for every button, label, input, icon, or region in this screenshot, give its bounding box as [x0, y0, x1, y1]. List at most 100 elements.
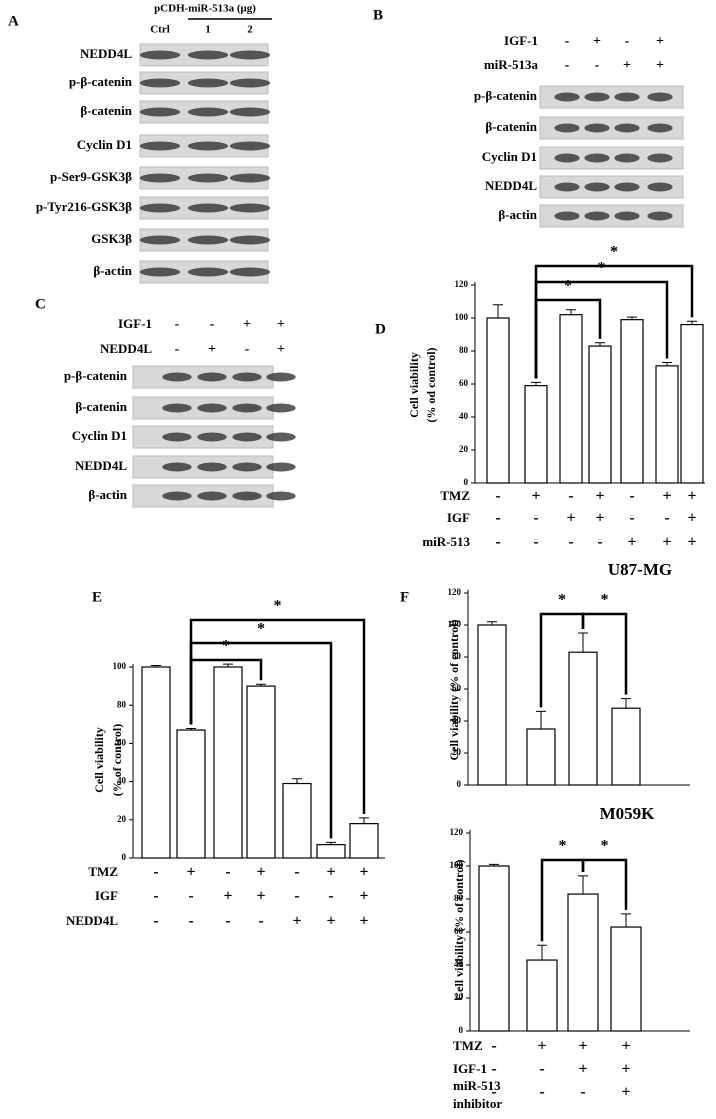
blot-band: [614, 92, 640, 102]
blot-band: [187, 107, 229, 117]
blot-band: [647, 182, 673, 192]
bar: [477, 624, 507, 786]
blot-label: Cyclin D1: [482, 149, 537, 164]
blot-label: NEDD4L: [75, 458, 127, 473]
significance-star: *: [559, 838, 567, 855]
blot-band: [162, 491, 192, 501]
y-tick-label: 100: [455, 312, 469, 322]
error-bar: [566, 309, 576, 315]
condition-label: IGF: [447, 510, 470, 525]
error-bar: [151, 664, 161, 667]
blot-band: [232, 432, 262, 442]
condition-sign: -: [225, 913, 230, 930]
blot-band: [266, 491, 296, 501]
y-tick-label: 60: [117, 737, 127, 747]
blot-band: [584, 211, 610, 221]
significance-star: *: [274, 598, 282, 615]
blot-band: [232, 372, 262, 382]
condition-sign: +: [662, 488, 671, 505]
error-bar: [256, 683, 266, 687]
condition-sign: +: [627, 534, 636, 551]
y-axis-label: Cell viability (% of control): [447, 619, 461, 760]
bar: [680, 324, 704, 484]
condition-sign: -: [629, 510, 634, 527]
condition-sign: -: [294, 888, 299, 905]
significance-star: *: [257, 621, 265, 638]
y-tick-label: 60: [452, 683, 462, 693]
condition-sign: +: [656, 34, 664, 49]
bar: [316, 844, 346, 859]
bar: [610, 926, 642, 1032]
panel-letter: A: [8, 13, 19, 29]
blot-label: Cyclin D1: [72, 428, 127, 443]
blot-band: [139, 235, 181, 245]
condition-sign: +: [662, 534, 671, 551]
blot-strip: [539, 175, 684, 199]
bar: [213, 666, 243, 859]
y-tick-label: 40: [117, 776, 127, 786]
error-bar: [493, 304, 503, 318]
blot-band: [584, 92, 610, 102]
blot-band: [554, 153, 580, 163]
error-bar: [578, 875, 588, 895]
condition-sign: -: [565, 58, 570, 73]
blot-band: [554, 182, 580, 192]
significance-bracket: [581, 612, 628, 695]
blot-band: [266, 462, 296, 472]
condition-sign: -: [153, 888, 158, 905]
y-tick-label: 100: [450, 860, 464, 870]
condition-sign: +: [621, 1084, 630, 1101]
y-axis-label: (% od control): [424, 347, 438, 422]
y-axis-label: Cell viability: [407, 352, 421, 418]
condition-sign: +: [186, 864, 195, 881]
condition-sign: -: [495, 488, 500, 505]
y-tick-label: 100: [113, 661, 127, 671]
condition-sign: +: [578, 1038, 587, 1055]
panel-letter: B: [373, 7, 383, 23]
condition-sign: +: [359, 888, 368, 905]
error-bar: [186, 728, 196, 731]
bar: [567, 893, 599, 1032]
condition-sign: +: [256, 888, 265, 905]
y-tick-label: 20: [117, 814, 127, 824]
blot-band: [554, 92, 580, 102]
blot-band: [614, 153, 640, 163]
error-bar: [627, 316, 637, 320]
blot-band: [139, 50, 181, 60]
blot-band: [614, 211, 640, 221]
condition-sign: +: [277, 317, 285, 332]
bar: [655, 365, 679, 484]
y-tick-label: 80: [454, 893, 464, 903]
y-tick-label: 120: [450, 827, 464, 837]
condition-sign: -: [495, 534, 500, 551]
condition-label: miR-513: [453, 1078, 501, 1093]
blot-band: [229, 141, 271, 151]
condition-sign: +: [359, 913, 368, 930]
condition-label: IGF: [95, 888, 118, 903]
significance-star: *: [601, 838, 609, 855]
condition-sign: +: [595, 510, 604, 527]
condition-sign: -: [153, 913, 158, 930]
blot-band: [162, 403, 192, 413]
condition-sign: +: [531, 488, 540, 505]
blot-strip: [539, 85, 684, 109]
y-tick-label: 100: [448, 619, 462, 629]
blot-label: p-β-catenin: [474, 88, 538, 103]
condition-sign: +: [595, 488, 604, 505]
blot-label: NEDD4L: [80, 46, 132, 61]
significance-star: *: [222, 638, 230, 655]
chart-title: M059K: [600, 804, 656, 823]
y-tick-label: 80: [452, 651, 462, 661]
bar: [246, 685, 276, 859]
blot-band: [232, 403, 262, 413]
condition-sign: +: [623, 58, 631, 73]
y-tick-label: 0: [457, 779, 462, 789]
error-bar: [489, 863, 499, 866]
lane-label: Ctrl: [150, 24, 170, 36]
error-bar: [531, 381, 541, 386]
condition-sign: +: [277, 342, 285, 357]
panel-letter: D: [375, 321, 386, 337]
blot-band: [139, 267, 181, 277]
bar: [349, 823, 379, 859]
y-tick-label: 0: [459, 1025, 464, 1035]
